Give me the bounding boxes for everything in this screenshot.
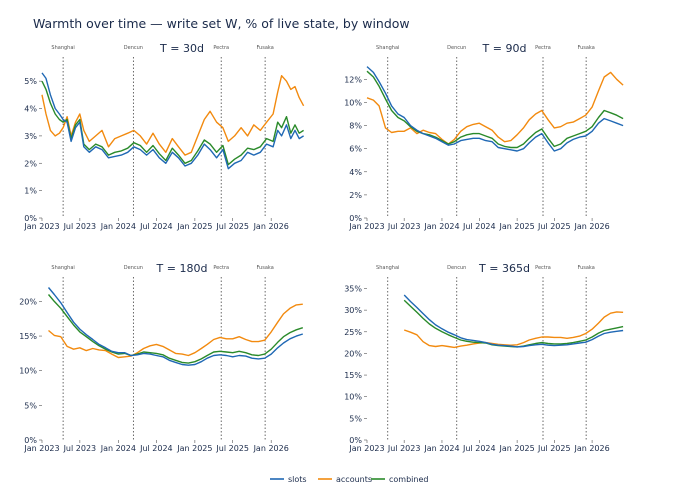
y-tick-label: 35% [344,284,362,293]
y-tick-label: 10% [344,393,362,402]
event-label: Dencun [124,45,143,51]
y-tick-label: 25% [344,328,362,337]
series-line-accounts [41,75,305,156]
event-label: Fusaka [577,45,594,51]
x-tick-label: Jan 2026 [253,222,289,231]
panel-title: T = 365d [478,262,530,275]
event-label: Shanghai [376,45,399,51]
event-label: Shanghai [51,45,74,51]
series-line-slots [403,294,624,348]
y-tick-label: 10% [19,367,37,376]
y-tick-label: 15% [344,371,362,380]
series-line-combined [41,80,304,166]
x-tick-label: Jan 2025 [176,444,212,453]
x-tick-label: Jan 2023 [348,444,384,453]
x-tick-label: Jan 2024 [100,444,136,453]
event-label: Pectra [535,45,551,51]
y-tick-label: 8% [349,122,362,131]
series-line-accounts [403,311,624,349]
y-tick-label: 3% [24,132,37,141]
y-tick-label: 20% [344,349,362,358]
x-tick-label: Jan 2025 [499,444,535,453]
x-tick-label: Jan 2026 [573,444,609,453]
x-tick-label: Jul 2025 [215,444,249,453]
x-tick-label: Jul 2023 [387,444,421,453]
legend-label: accounts [336,475,372,484]
y-tick-label: 30% [344,306,362,315]
x-tick-label: Jul 2024 [139,222,173,231]
y-tick-label: 15% [19,332,37,341]
x-tick-label: Jul 2023 [387,222,421,231]
y-tick-label: 0% [24,436,37,445]
x-tick-label: Jan 2025 [499,222,535,231]
x-tick-label: Jul 2025 [215,222,249,231]
x-tick-label: Jul 2023 [63,222,97,231]
x-tick-label: Jan 2024 [423,444,459,453]
x-tick-label: Jul 2023 [63,444,97,453]
event-label: Fusaka [256,45,273,51]
series-line-combined [366,70,624,149]
x-tick-label: Jul 2024 [462,444,496,453]
series-line-combined [47,294,304,364]
x-tick-label: Jul 2024 [462,222,496,231]
series-line-slots [41,72,304,170]
x-tick-label: Jan 2024 [423,222,459,231]
event-label: Pectra [213,45,229,51]
panel-title: T = 180d [156,262,208,275]
event-label: Shanghai [376,265,399,271]
x-tick-label: Jan 2023 [348,222,384,231]
x-tick-label: Jul 2025 [537,444,571,453]
y-tick-label: 6% [349,145,362,154]
event-label: Pectra [535,265,551,271]
series-line-slots [47,287,304,366]
y-tick-label: 5% [349,414,362,423]
series-line-slots [366,66,624,152]
x-tick-label: Jan 2024 [100,222,136,231]
event-label: Shanghai [51,265,74,271]
x-tick-label: Jul 2024 [139,444,173,453]
x-tick-label: Jan 2025 [176,222,212,231]
y-tick-label: 1% [24,187,37,196]
legend-label: combined [389,475,428,484]
y-tick-label: 5% [24,401,37,410]
event-label: Fusaka [577,265,594,271]
series-line-accounts [48,303,303,359]
y-tick-label: 4% [349,168,362,177]
x-tick-label: Jan 2023 [23,222,59,231]
y-tick-label: 2% [24,159,37,168]
y-tick-label: 2% [349,191,362,200]
y-tick-label: 0% [349,214,362,223]
event-label: Dencun [447,265,466,271]
figure-title: Warmth over time — write set W, % of liv… [33,16,410,31]
x-tick-label: Jan 2026 [253,444,289,453]
event-label: Fusaka [256,265,273,271]
y-tick-label: 0% [24,214,37,223]
y-tick-label: 12% [344,75,362,84]
y-tick-label: 4% [24,105,37,114]
y-tick-label: 0% [349,436,362,445]
event-label: Pectra [213,265,229,271]
legend-item-slots: slots [270,475,307,484]
series-line-accounts [366,71,624,145]
event-label: Dencun [447,45,466,51]
panel-title: T = 90d [482,42,527,55]
event-label: Dencun [124,265,143,271]
y-tick-label: 10% [344,98,362,107]
y-tick-label: 5% [24,77,37,86]
y-tick-label: 20% [19,297,37,306]
panel-title: T = 30d [159,42,204,55]
legend: slots accounts combined [270,475,428,484]
legend-label: slots [288,475,307,484]
legend-item-accounts: accounts [318,475,372,484]
x-tick-label: Jan 2023 [23,444,59,453]
x-tick-label: Jul 2025 [537,222,571,231]
legend-item-combined: combined [371,475,428,484]
x-tick-label: Jan 2026 [573,222,609,231]
